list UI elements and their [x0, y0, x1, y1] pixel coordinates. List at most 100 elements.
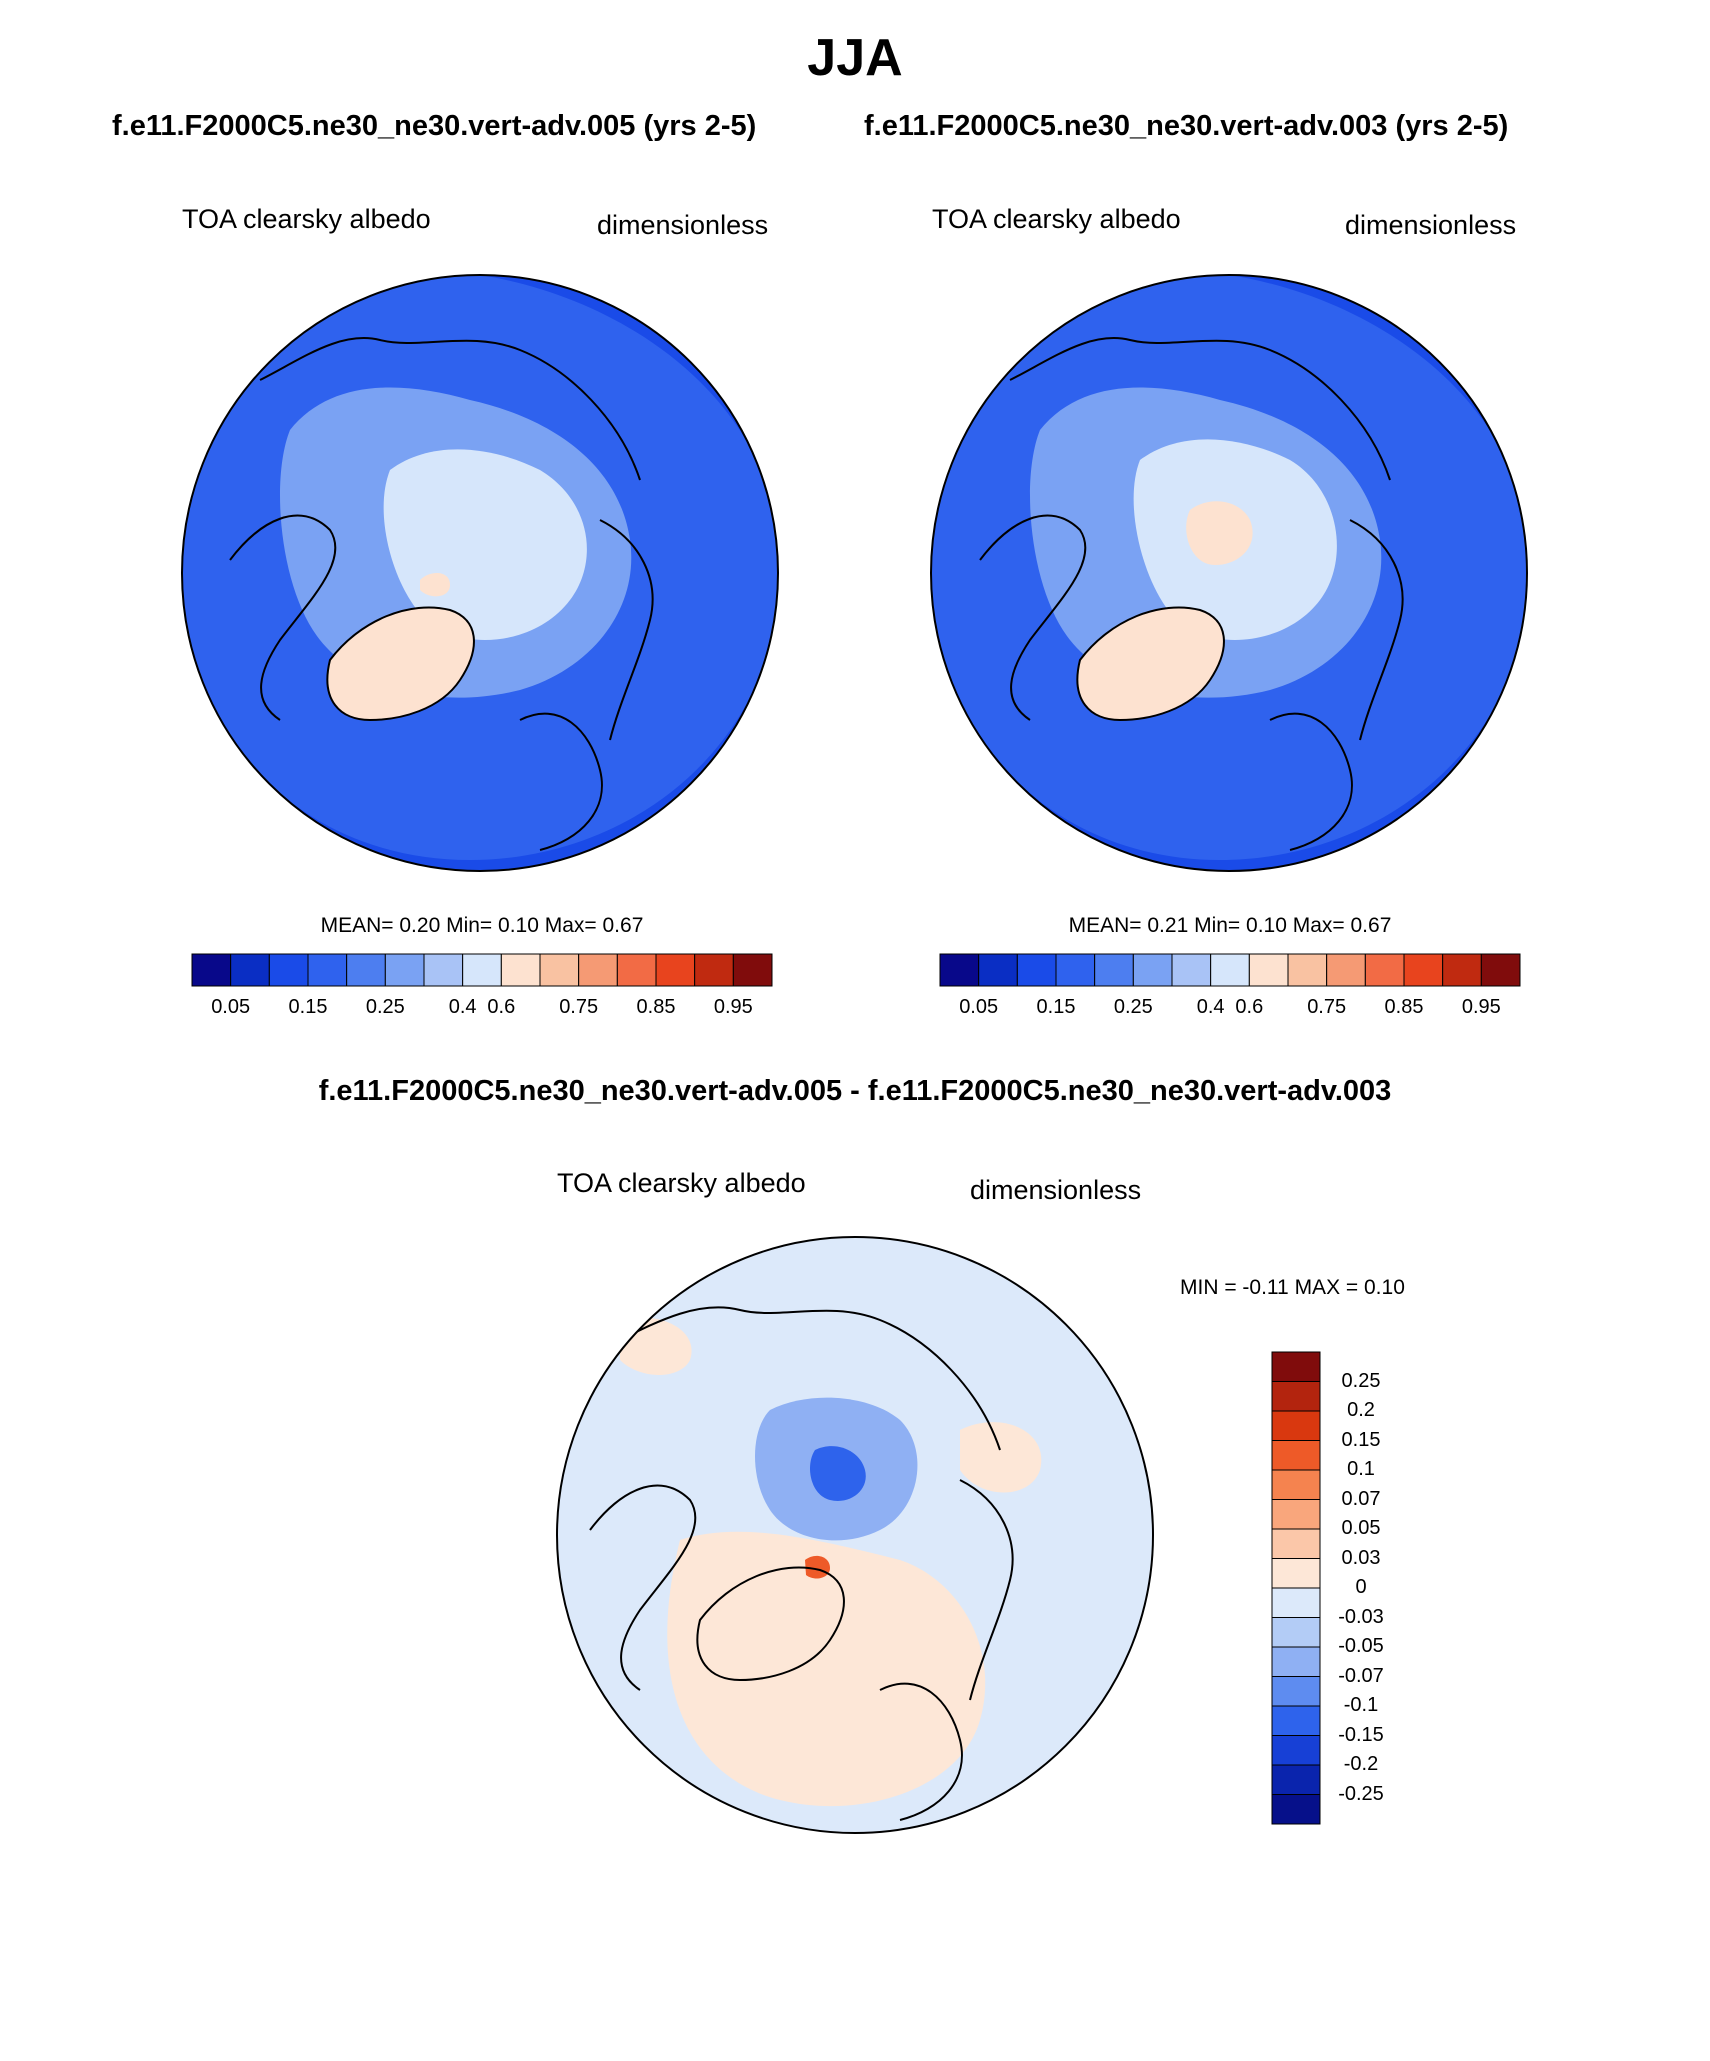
panel3-cb-tick-label: 0.07 [1341, 1487, 1381, 1510]
panel1-coastline-d [519, 712, 603, 851]
panel2-cb-tick-label: 0.05 [959, 996, 999, 1018]
panel3-cb-tick-label: -0.2 [1343, 1753, 1379, 1775]
colorbar-box [1271, 1410, 1321, 1441]
panel2-coastline-d [1269, 712, 1353, 851]
panel3-coastline-c [696, 1566, 845, 1682]
colorbar-box [1016, 953, 1057, 987]
colorbar-box [1094, 953, 1134, 987]
panel3-colorbar-labels: 0.25 0.2 0.15 0.1 0.07 0.05 0.03 0 -0.03… [1326, 1352, 1406, 1824]
colorbar-box [1271, 1705, 1321, 1736]
colorbar-box [1271, 1735, 1321, 1766]
colorbar-box [1364, 953, 1405, 987]
panel1-cb-tick-label: 0.95 [713, 996, 753, 1018]
panel3-colorbar [1271, 1351, 1321, 1825]
colorbar-box [939, 953, 980, 987]
panel3-cb-tick-label: 0 [1355, 1576, 1367, 1598]
panel1-greenland [327, 607, 474, 720]
colorbar-box [1171, 953, 1212, 987]
colorbar-box [1480, 953, 1521, 987]
panel2-cb-tick-label: 0.85 [1384, 996, 1424, 1018]
panel3-red-spot [805, 1555, 830, 1579]
colorbar-box [191, 953, 232, 987]
panel3-cb-tick-label: 0.2 [1347, 1399, 1375, 1421]
colorbar-box [1271, 1676, 1321, 1707]
colorbar-box [1287, 953, 1328, 987]
colorbar-box [346, 953, 386, 987]
colorbar-box [1403, 953, 1444, 987]
panel1-cb-tick-label: 0.75 [559, 996, 599, 1018]
panel1-coastline-b [229, 514, 337, 721]
colorbar-box [384, 953, 425, 987]
panel1-arctic-island [420, 573, 450, 597]
panel1-colorbar-labels: 0.05 0.15 0.25 0.4 0.6 0.75 0.85 0.95 [192, 996, 772, 1026]
panel3-coastline-b [589, 1484, 697, 1691]
panel1-cb-tick-label: 0.85 [636, 996, 676, 1018]
panel2-stats: MEAN= 0.21 Min= 0.10 Max= 0.67 [1068, 914, 1392, 937]
panel3-cb-tick-label: -0.25 [1338, 1782, 1384, 1805]
panel2-cb-tick-label: 0.25 [1113, 996, 1153, 1018]
panel3-positive-east [960, 1422, 1042, 1493]
panel3-units-label: dimensionless [970, 1175, 1142, 1205]
panel2-cb-tick-label: 0.15 [1036, 996, 1076, 1018]
panel1-colorbar [191, 953, 773, 987]
panel2-greenland [1077, 607, 1224, 720]
panel3-cb-tick-label: -0.07 [1338, 1664, 1384, 1687]
panel3-cb-tick-label: 0.15 [1341, 1428, 1381, 1451]
colorbar-box [1271, 1794, 1321, 1825]
panel3-cb-tick-label: -0.15 [1338, 1723, 1384, 1746]
panel3-cb-tick-label: 0.25 [1341, 1369, 1381, 1392]
panel3-cb-tick-label: 0.05 [1341, 1517, 1381, 1539]
panel1-coastline-a [259, 337, 641, 481]
panel3-stats: MIN = -0.11 MAX = 0.10 [1180, 1276, 1405, 1299]
panel3-coastline-d [879, 1682, 963, 1821]
figure-title: JJA [807, 29, 903, 87]
panel2-map-border [930, 274, 1528, 872]
colorbar-box [1271, 1351, 1321, 1382]
colorbar-box [578, 953, 618, 987]
panel2-colorbar [939, 953, 1521, 987]
subtitle-left: f.e11.F2000C5.ne30_ne30.vert-adv.005 (yr… [112, 110, 757, 142]
colorbar-box [1271, 1528, 1321, 1559]
panel1-cb-tick-label: 0.4 [448, 996, 477, 1018]
colorbar-box [1271, 1469, 1321, 1500]
panel1-units-label: dimensionless [597, 210, 769, 240]
panel3-map-border [556, 1236, 1154, 1834]
colorbar-box [1210, 953, 1250, 987]
panel3-variable-label: TOA clearsky albedo [557, 1168, 806, 1198]
panel2-central-patch [1186, 501, 1253, 565]
panel2-cb-tick-label: 0.4 [1196, 996, 1225, 1018]
panel3-coastline-e [959, 1479, 1014, 1701]
colorbar-box [1271, 1587, 1321, 1618]
panel1-variable-label: TOA clearsky albedo [182, 204, 431, 234]
colorbar-box [1326, 953, 1366, 987]
panel2-cb-tick-label: 0.75 [1307, 996, 1347, 1018]
panel1-cb-tick-label: 0.25 [365, 996, 405, 1018]
difference-title: f.e11.F2000C5.ne30_ne30.vert-adv.005 - f… [318, 1075, 1392, 1107]
colorbar-box [1271, 1499, 1321, 1530]
panel1-cb-tick-label: 0.15 [288, 996, 328, 1018]
panel1-stats: MEAN= 0.20 Min= 0.10 Max= 0.67 [320, 914, 644, 937]
panel2-variable-label: TOA clearsky albedo [932, 204, 1181, 234]
panel2-coastline-e [1349, 519, 1404, 741]
colorbar-box [616, 953, 657, 987]
colorbar-box [694, 953, 734, 987]
colorbar-box [1271, 1617, 1321, 1648]
panel3-cb-tick-label: 0.03 [1341, 1546, 1381, 1569]
panel3-positive-region [667, 1531, 986, 1807]
subtitle-right: f.e11.F2000C5.ne30_ne30.vert-adv.003 (yr… [864, 110, 1509, 142]
panel3-cb-tick-label: -0.05 [1338, 1635, 1384, 1657]
panel1-coastline-e [599, 519, 654, 741]
panel2-colorbar-labels: 0.05 0.15 0.25 0.4 0.6 0.75 0.85 0.95 [940, 996, 1520, 1026]
panel2-coastline-c [1076, 606, 1225, 722]
panel1-cb-tick-label: 0.05 [211, 996, 251, 1018]
panel3-cb-tick-label: 0.1 [1347, 1458, 1375, 1480]
colorbar-box [230, 953, 270, 987]
panel1-map-border [181, 274, 779, 872]
panel3-negative-core [810, 1446, 866, 1501]
panel3-cb-tick-label: -0.03 [1338, 1605, 1384, 1628]
panel2-units-label: dimensionless [1345, 210, 1517, 240]
panel1-coastline-c [326, 606, 475, 722]
